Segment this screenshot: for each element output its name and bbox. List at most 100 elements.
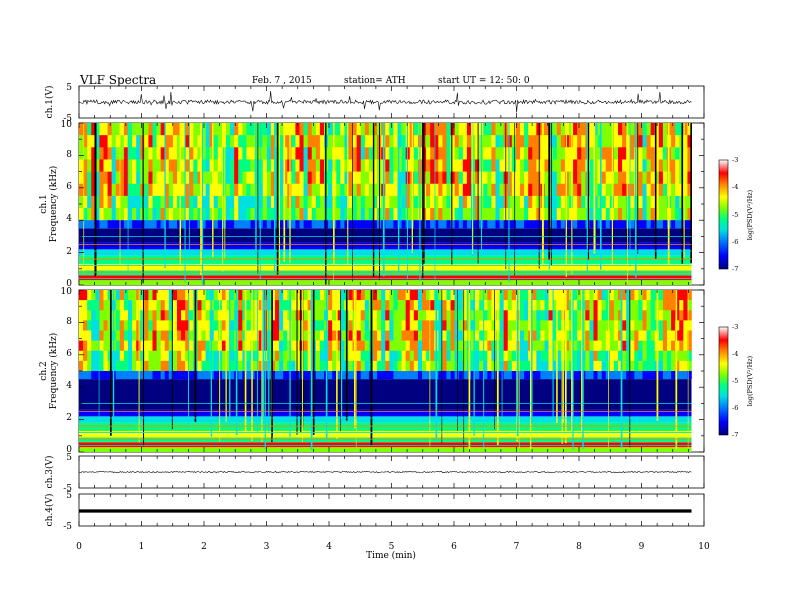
ch1-spec-cell (507, 159, 513, 172)
ch1-spec-cell (581, 195, 586, 209)
ch1-spec-cell (683, 147, 688, 160)
xtick-4: 4 (326, 542, 332, 552)
ch2-spec-cell (189, 360, 194, 372)
ch1-spec-cell (536, 147, 541, 160)
ch1-spec-cell (430, 159, 435, 172)
ch1-spec-cell (569, 171, 574, 185)
ch1-spec-cell (393, 135, 398, 148)
ch2-spec-cell (679, 360, 684, 372)
ch2-spec-cell (507, 330, 513, 341)
ch1-spec-cell (340, 220, 345, 229)
ch1-spec-cell (589, 171, 594, 185)
ch2-spec-cell (283, 340, 288, 352)
ch1-spec-cell (630, 208, 635, 221)
ch1-spec-cell (638, 195, 643, 209)
ch2-spec-cell (450, 330, 455, 341)
ch2-spec-cell (299, 340, 304, 352)
ch2-spec-cell (609, 360, 615, 372)
ch1-spec-cell (115, 159, 121, 172)
ch2-spec-cell (103, 350, 108, 362)
ch1-spec-cell (581, 147, 586, 160)
ch1-spec-cell (352, 147, 357, 160)
ch2-spec-cell (181, 360, 186, 372)
ch1-spec-cell (128, 195, 133, 209)
ch2-spec-cell (613, 350, 619, 362)
ch2-spec-cell (221, 350, 227, 362)
ch2-spec-cell (532, 350, 537, 362)
ch1-spec-cell (91, 123, 96, 136)
ch1-spec-cell (315, 123, 321, 136)
ch2-spec-cell (140, 310, 145, 321)
ch2-spec-cell (430, 300, 435, 311)
ch2-spec-cell (332, 310, 337, 321)
ch1-spec-cell (328, 208, 333, 221)
ch2-spec-cell (507, 310, 513, 321)
ch2-spec-cell (270, 340, 276, 352)
ch2-spec-cell (430, 371, 435, 380)
ch2-spec-cell (213, 360, 219, 372)
ch2-spec-cell (340, 300, 345, 311)
ch1-spec-cell (552, 183, 558, 197)
ch1-spec-cell (458, 208, 464, 221)
ch2-spec-cell (544, 350, 549, 362)
ch2-spec-cell (458, 340, 464, 352)
ch1-spec-cell (462, 195, 468, 209)
ch1-spec-cell (360, 220, 366, 229)
ch2-spec-cell (299, 330, 304, 341)
ch2-spec-cell (679, 310, 684, 321)
ch2-spec-cell (487, 340, 492, 352)
ch1-spec-cell (242, 147, 247, 160)
ch2-spec-cell (646, 310, 651, 321)
ch1-spec-cell (279, 159, 284, 172)
ch2-spec-cell (540, 350, 545, 362)
ch2-spec-cell (99, 371, 104, 380)
ch1-spec-cell (307, 135, 313, 148)
ch1-spec-cell (136, 159, 141, 172)
ch2-spec-cell (409, 290, 415, 301)
ch2-spec-cell (536, 360, 541, 372)
ch1-spec-cell (201, 183, 206, 197)
xtick-0: 0 (76, 542, 82, 552)
ch2-spec-cell (426, 340, 431, 352)
ch1-spec-cell (385, 183, 390, 197)
ch1-spec-cell (144, 159, 149, 172)
ch2-spec-cell (213, 290, 219, 301)
ch1-spec-cell (140, 220, 145, 229)
ch1-spec-cell (573, 147, 578, 160)
ch1-spec-cell (328, 147, 333, 160)
ch2-spec-cell (270, 320, 276, 331)
ch1-spec-cell (209, 195, 215, 209)
ch1-spec-cell (495, 159, 500, 172)
ch1-spec-cell (303, 135, 308, 148)
ch2-spec-cell (332, 290, 337, 301)
ch1-spec-cell (487, 159, 492, 172)
ch1-spec-cell (283, 147, 288, 160)
ch1-spec-cell (466, 208, 472, 221)
ch2-spec-cell (275, 300, 280, 311)
ch2-spec-cell (650, 310, 656, 321)
ch2-spec-cell (401, 360, 406, 372)
ch1-spec-cell (348, 220, 353, 229)
ch2-spec-cell (442, 371, 447, 380)
ch1-spec-cell (164, 183, 170, 197)
ch1-spec-cell (446, 159, 451, 172)
ch2-spec-cell (181, 350, 186, 362)
ch1-spec-cell (177, 171, 182, 185)
ch2-spec-cell (79, 360, 84, 372)
ch2-spec-cell (356, 371, 362, 380)
ch2-spec-cell (177, 310, 182, 321)
ch1-spec-cell (683, 195, 688, 209)
xtick-8: 8 (576, 542, 582, 552)
ch2-spec-cell (593, 310, 598, 321)
ch2-spec-cell (430, 290, 435, 301)
ch2-spec-cell (622, 340, 627, 352)
ch2-spec-cell (381, 300, 386, 311)
ch2-spec-cell (548, 350, 553, 362)
ch2-spec-cell (156, 320, 161, 331)
ch1-spec-cell (103, 123, 108, 136)
ch1-spec-cell (250, 135, 255, 148)
ch2-spec-cell (675, 371, 680, 380)
ch2-spec-cell (462, 310, 468, 321)
ch2-spec-cell (687, 340, 692, 352)
